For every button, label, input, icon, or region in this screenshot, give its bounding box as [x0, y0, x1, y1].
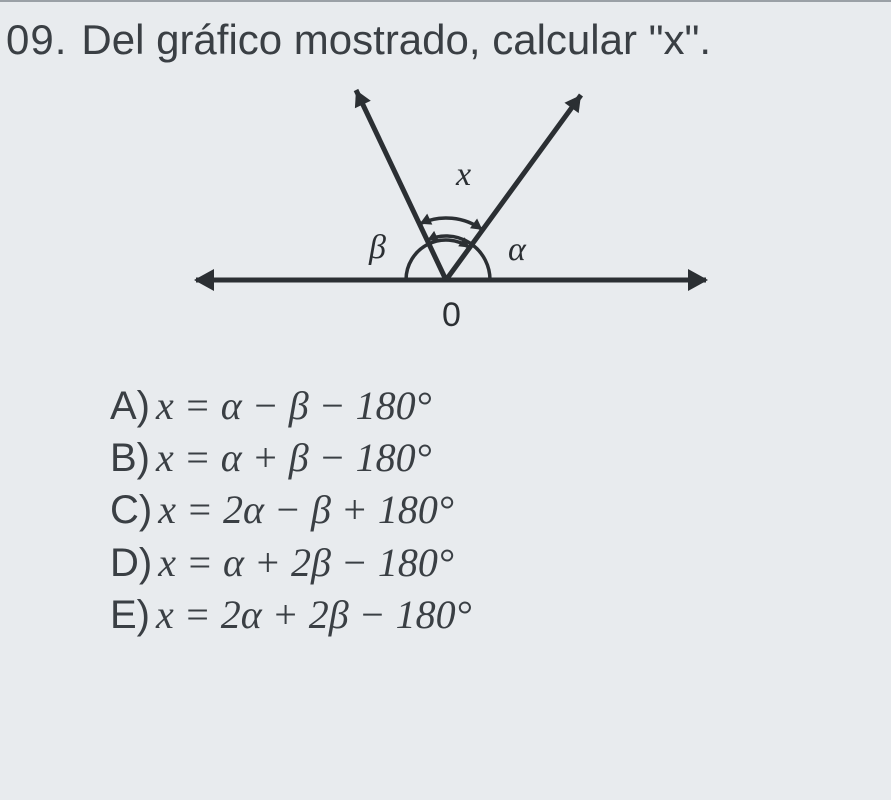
option-a-label: A)	[110, 384, 150, 428]
option-c-label: C)	[110, 488, 152, 532]
diagram-container: x β α 0	[0, 70, 891, 370]
svg-text:β: β	[368, 229, 386, 266]
option-e: E)x = 2α + 2β − 180°	[110, 589, 891, 641]
option-a: A)x = α − β − 180°	[110, 380, 891, 432]
svg-text:x: x	[455, 156, 471, 193]
option-d-expr: x = α + 2β − 180°	[158, 540, 454, 585]
option-b: B)x = α + β − 180°	[110, 432, 891, 484]
svg-text:α: α	[508, 231, 527, 268]
question-row: 09. Del gráfico mostrado, calcular "x".	[0, 2, 891, 64]
question-number: 09.	[6, 16, 67, 64]
option-a-expr: x = α − β − 180°	[156, 383, 432, 428]
option-c: C)x = 2α − β + 180°	[110, 484, 891, 536]
geometry-diagram: x β α 0	[166, 70, 726, 370]
option-e-expr: x = 2α + 2β − 180°	[156, 592, 472, 637]
option-b-label: B)	[110, 436, 150, 480]
option-d-label: D)	[110, 541, 152, 585]
page: 09. Del gráfico mostrado, calcular "x". …	[0, 0, 891, 800]
option-c-expr: x = 2α − β + 180°	[158, 487, 454, 532]
svg-text:0: 0	[442, 296, 461, 334]
option-e-label: E)	[110, 593, 150, 637]
question-text: Del gráfico mostrado, calcular "x".	[81, 16, 711, 64]
option-d: D)x = α + 2β − 180°	[110, 537, 891, 589]
option-b-expr: x = α + β − 180°	[156, 435, 432, 480]
options-list: A)x = α − β − 180° B)x = α + β − 180° C)…	[0, 370, 891, 641]
